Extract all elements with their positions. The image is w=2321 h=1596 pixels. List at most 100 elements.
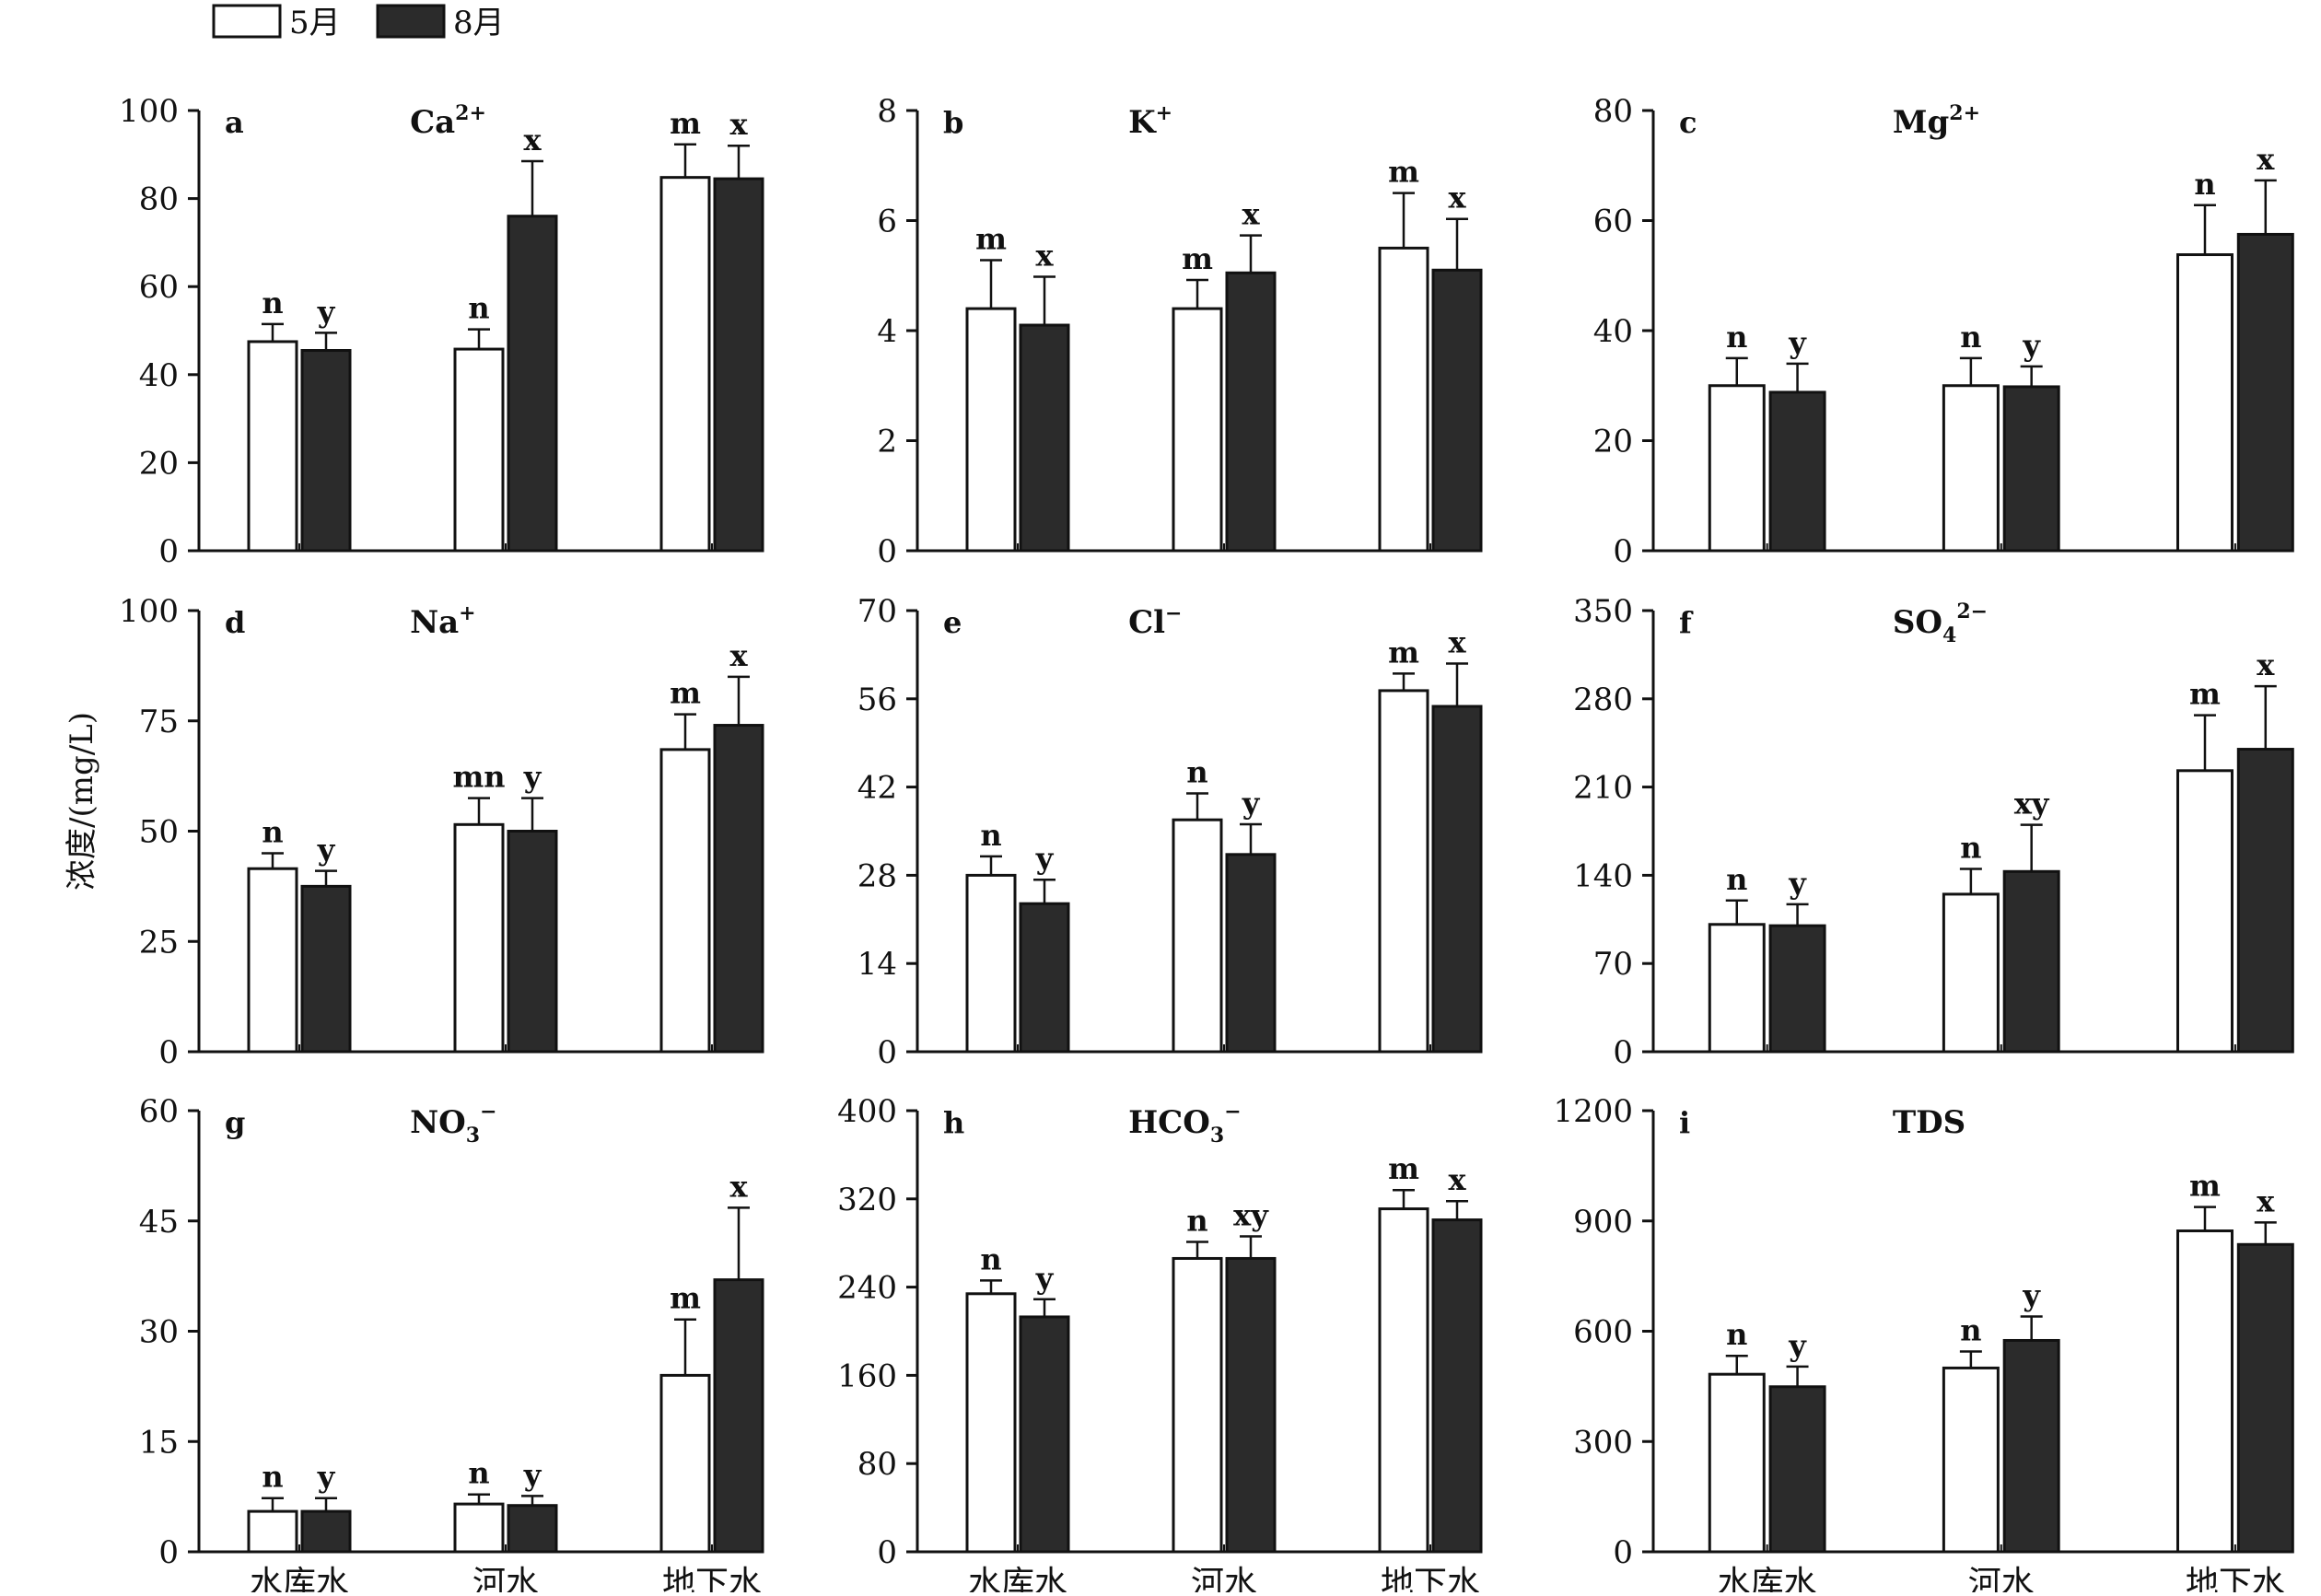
significance-letter: y (317, 833, 336, 868)
panel-letter: g (225, 1105, 245, 1140)
title-main: Mg (1893, 104, 1949, 141)
bar-may (1172, 1256, 1223, 1554)
title-superscript: + (1156, 101, 1172, 125)
significance-letter: y (523, 1457, 542, 1492)
bar-aug (713, 177, 764, 553)
bar-aug (1225, 271, 1277, 553)
bar-may (453, 347, 505, 553)
y-tick-label: 14 (857, 946, 897, 983)
panel-letter: e (943, 605, 962, 640)
bar-may (453, 1502, 505, 1554)
significance-letter: n (1726, 320, 1747, 355)
significance-letter: m (670, 106, 701, 141)
y-tick-label: 0 (1613, 533, 1633, 570)
significance-letter: y (317, 1460, 336, 1495)
significance-letter: m (670, 1281, 701, 1316)
title-main: TDS (1893, 1104, 1965, 1141)
bar-aug (1768, 390, 1826, 553)
y-tick-label: 40 (1593, 313, 1633, 350)
title-subscript: 3 (466, 1124, 480, 1147)
significance-letter: n (1960, 831, 1981, 866)
significance-letter: n (1960, 320, 1981, 355)
significance-letter: m (670, 676, 701, 711)
title-superscript: − (480, 1100, 496, 1124)
significance-letter: x (729, 1169, 748, 1204)
y-tick-label: 40 (139, 357, 179, 394)
significance-letter: x (1448, 181, 1466, 216)
significance-letter: n (1726, 862, 1747, 897)
bar-aug (2002, 385, 2060, 553)
y-tick-label: 70 (1593, 946, 1633, 983)
bar-aug (1019, 902, 1070, 1054)
title-main: Cl (1128, 604, 1165, 641)
significance-letter: m (1388, 635, 1419, 670)
significance-letter: n (468, 1456, 489, 1491)
panel-title: NO3− (410, 1100, 496, 1147)
y-tick-label: 0 (877, 533, 897, 570)
significance-letter: y (1788, 325, 1807, 360)
y-tick-label: 20 (1593, 424, 1633, 460)
legend-label: 5月 (289, 5, 341, 41)
bar-aug (1019, 323, 1070, 553)
y-tick-label: 2 (877, 424, 897, 460)
y-tick-label: 56 (857, 682, 897, 718)
significance-letter: n (262, 814, 283, 849)
y-tick-label: 30 (139, 1314, 179, 1351)
y-tick-label: 240 (837, 1270, 897, 1307)
y-tick-label: 0 (877, 1534, 897, 1571)
y-axis-label: 浓度/(mg/L) (64, 712, 100, 891)
y-tick-label: 280 (1573, 682, 1633, 718)
significance-letter: x (1448, 1162, 1466, 1197)
x-tick-label: 地下水 (2186, 1565, 2285, 1592)
panel-letter: c (1679, 105, 1697, 140)
significance-letter: mn (452, 760, 505, 795)
y-tick-label: 0 (1613, 1034, 1633, 1071)
bar-may (1172, 818, 1223, 1054)
bar-aug (300, 884, 352, 1054)
y-tick-label: 0 (158, 1034, 179, 1071)
significance-letter: xy (1233, 1198, 1269, 1233)
y-tick-label: 350 (1573, 593, 1633, 630)
y-tick-label: 160 (837, 1357, 897, 1394)
significance-letter: m (1388, 155, 1419, 190)
bar-aug (2002, 1338, 2060, 1554)
bar-aug (713, 724, 764, 1054)
panel-title: Mg2+ (1893, 101, 1980, 141)
bar-may (247, 1509, 298, 1554)
significance-letter: m (1388, 1151, 1419, 1186)
significance-letter: y (1788, 1328, 1807, 1363)
panel-letter: h (943, 1105, 964, 1140)
bar-aug (2236, 1242, 2294, 1554)
bar-may (965, 1292, 1017, 1554)
significance-letter: n (1726, 1317, 1747, 1352)
bar-aug (507, 1504, 558, 1554)
significance-letter: n (1186, 754, 1207, 789)
panel-letter: a (225, 105, 244, 140)
panel-letter: b (943, 105, 963, 140)
y-tick-label: 20 (139, 445, 179, 482)
significance-letter: n (468, 291, 489, 326)
y-tick-label: 210 (1573, 770, 1633, 807)
y-tick-label: 50 (139, 814, 179, 851)
significance-letter: xy (2014, 786, 2050, 821)
y-tick-label: 400 (837, 1093, 897, 1130)
x-tick-label: 地下水 (1381, 1565, 1480, 1592)
bar-aug (1225, 853, 1277, 1054)
bar-may (965, 307, 1017, 553)
bar-may (659, 748, 711, 1054)
title-subscript: 4 (1942, 623, 1956, 647)
y-tick-label: 300 (1573, 1424, 1633, 1461)
title-superscript: 2+ (455, 101, 486, 125)
y-tick-label: 320 (837, 1182, 897, 1218)
bar-aug (1431, 268, 1483, 553)
significance-letter: x (1448, 624, 1466, 659)
bar-aug (507, 830, 558, 1054)
significance-letter: n (980, 1241, 1001, 1276)
bar-may (1708, 1372, 1766, 1554)
